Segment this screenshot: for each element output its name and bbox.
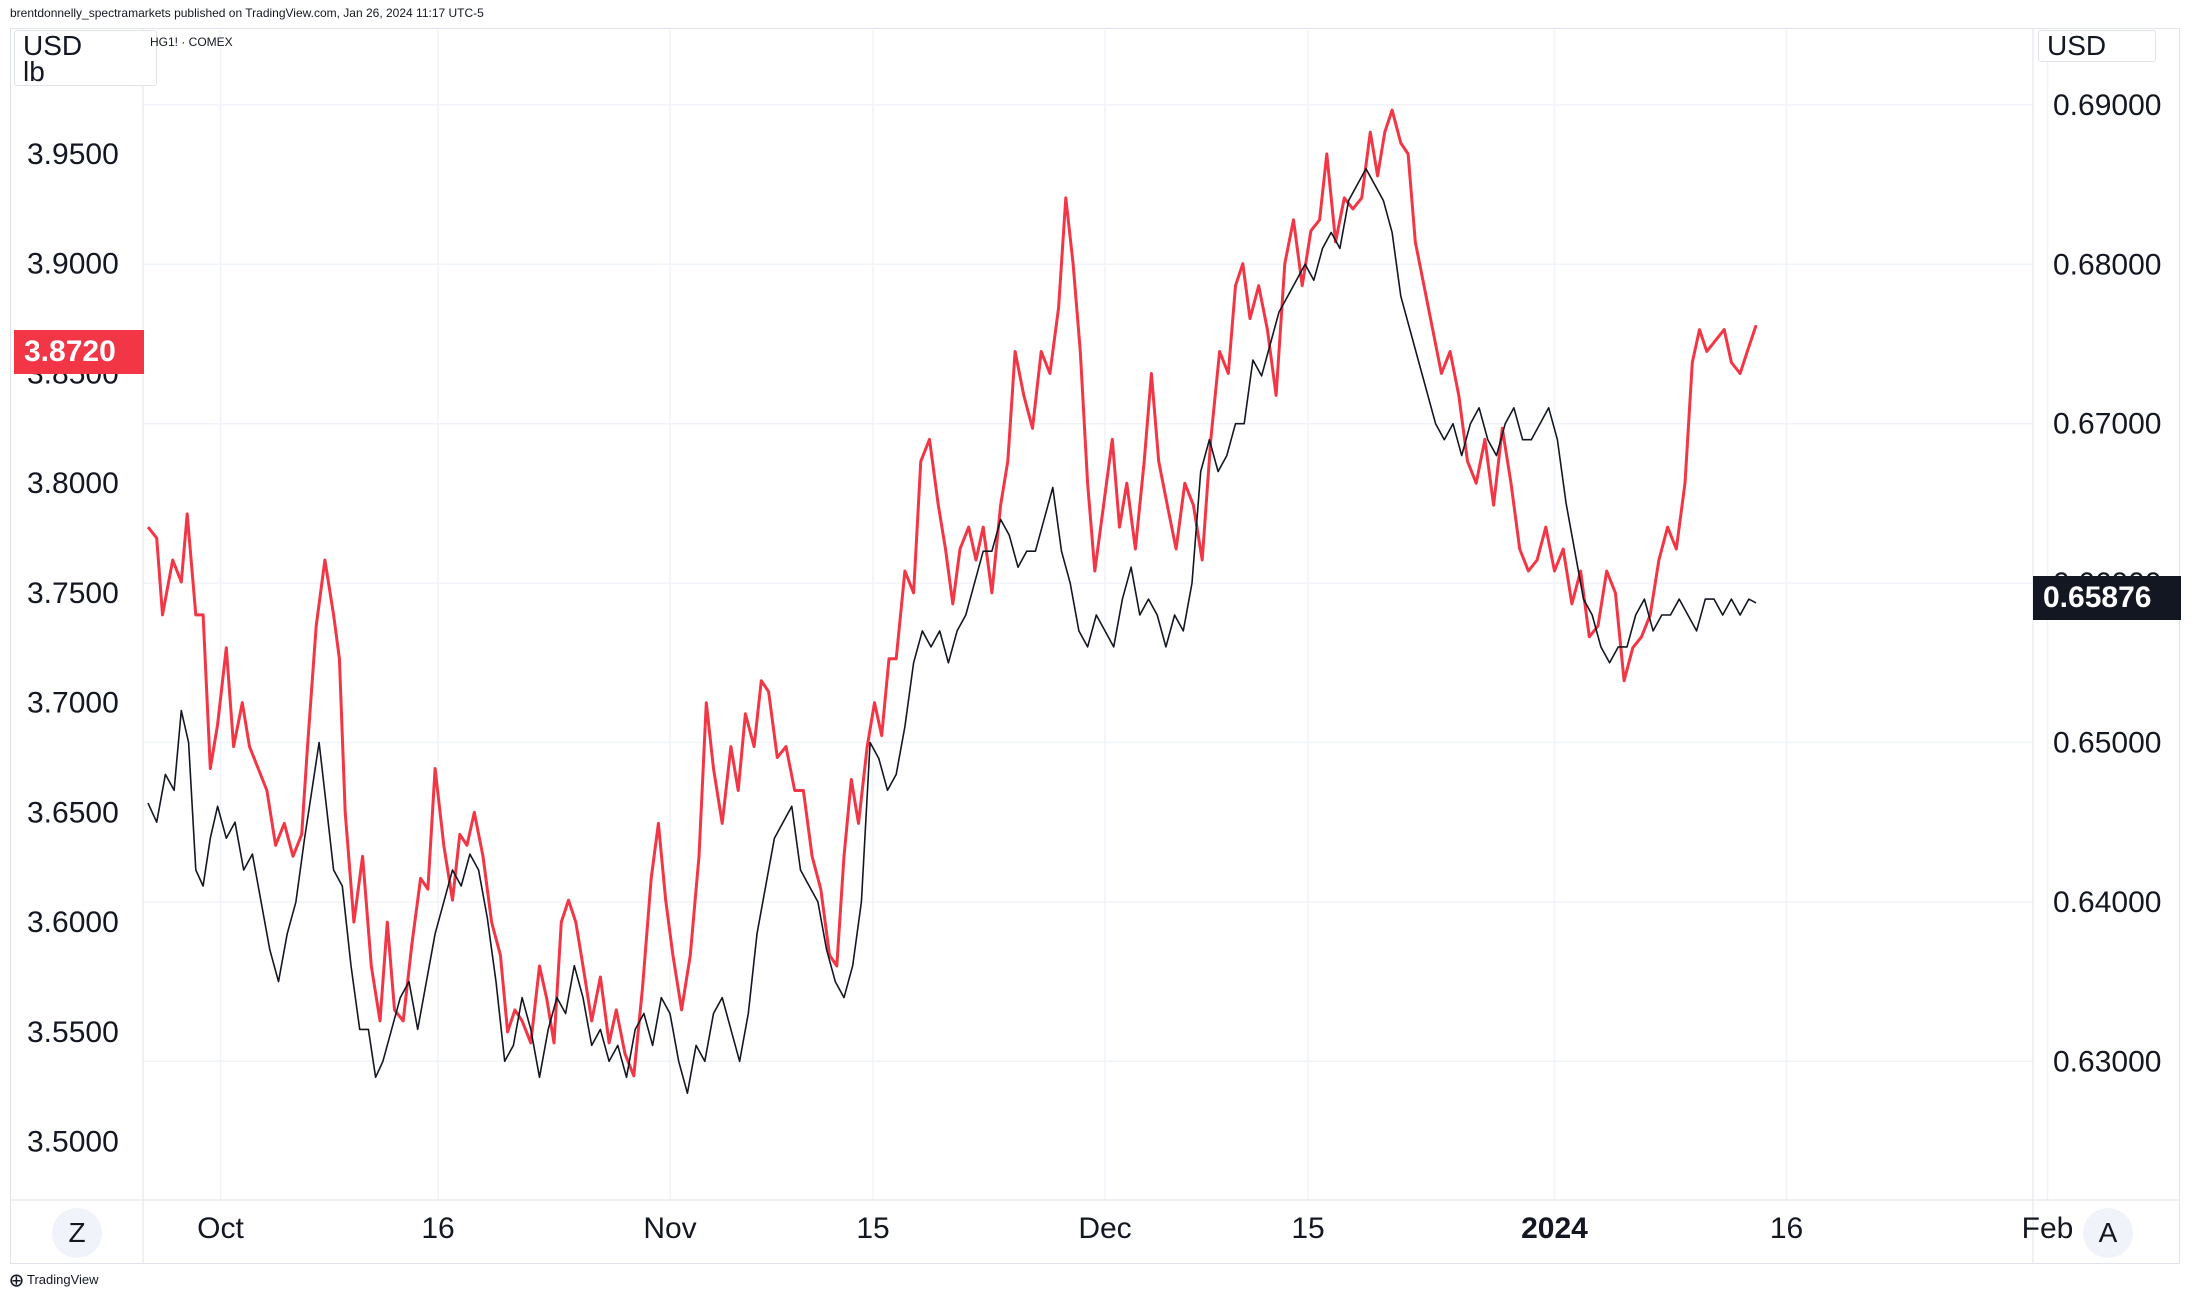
series-lines [146, 108, 1758, 1094]
time-axis-tick-label: 15 [1291, 1212, 1324, 1245]
right-axis-tick-label: 0.63000 [2053, 1045, 2161, 1078]
time-axis-tick-label: Nov [643, 1212, 696, 1245]
time-axis-tick-label: Feb [2022, 1212, 2074, 1245]
footer-brand[interactable]: ⨁ TradingView [10, 1272, 99, 1288]
time-axis-tick-label: 16 [1770, 1212, 1803, 1245]
published-line: brentdonnelly_spectramarkets published o… [10, 6, 484, 20]
left-axis-tick-label: 3.5000 [27, 1126, 119, 1159]
left-axis-unit[interactable]: USD lb [14, 30, 157, 86]
right-axis-tick-label: 0.64000 [2053, 886, 2161, 919]
brand-label: TradingView [27, 1272, 99, 1287]
copper-series-line [146, 108, 1758, 1078]
left-axis-tick-label: 3.6500 [27, 796, 119, 829]
right-axis-tick-label: 0.65000 [2053, 727, 2161, 760]
right-axis-tick-label: 0.69000 [2053, 89, 2161, 122]
time-axis-tick-label: Dec [1078, 1212, 1131, 1245]
zoom-button[interactable]: Z [52, 1208, 102, 1258]
time-axis-ticks: Oct 16 Nov 15 Dec 15 2024 16 Feb [197, 1212, 2073, 1245]
right-axis-unit[interactable]: USD [2038, 30, 2156, 62]
left-axis-tick-label: 3.6000 [27, 906, 119, 939]
right-axis-tick-label: 0.68000 [2053, 248, 2161, 281]
right-last-price-badge: 0.65876 [2033, 576, 2181, 620]
left-axis-tick-label: 3.7000 [27, 687, 119, 720]
time-axis-tick-label: 2024 [1521, 1212, 1588, 1245]
axis-separators [10, 28, 2180, 1264]
symbol-label: HG1! · COMEX [150, 35, 233, 49]
time-axis-tick-label: 15 [856, 1212, 889, 1245]
time-axis-tick-label: Oct [197, 1212, 244, 1245]
chart-frame [10, 28, 2180, 1264]
right-axis-tick-label: 0.67000 [2053, 408, 2161, 441]
left-axis-tick-label: 3.8000 [27, 467, 119, 500]
auto-scale-button[interactable]: A [2083, 1208, 2133, 1258]
left-axis-tick-label: 3.9000 [27, 248, 119, 281]
tradingview-logo-icon: ⨁ [10, 1272, 23, 1287]
time-axis-tick-label: 16 [421, 1212, 454, 1245]
left-axis-tick-label: 3.9500 [27, 138, 119, 171]
left-axis-ticks: 3.5000 3.5500 3.6000 3.6500 3.7000 3.7500 3.80… [27, 138, 119, 1159]
grid-lines [143, 30, 2049, 1200]
left-axis-tick-label: 3.7500 [27, 577, 119, 610]
left-axis-tick-label: 3.5500 [27, 1016, 119, 1049]
fx-series-line [147, 167, 1757, 1094]
left-last-price-badge: 3.8720 [14, 330, 144, 374]
